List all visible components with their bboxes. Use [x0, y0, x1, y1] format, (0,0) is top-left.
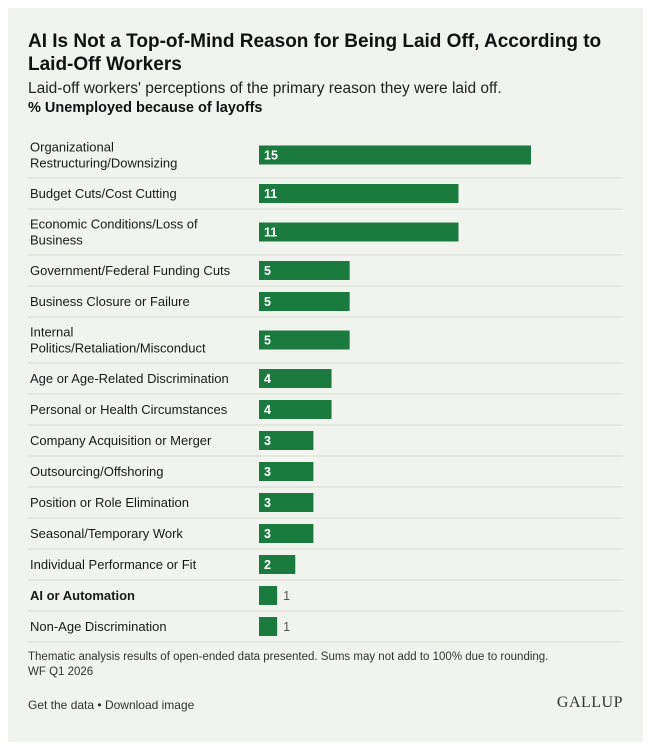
category-label: Budget Cuts/Cost Cutting — [30, 186, 177, 201]
bar-value-label: 15 — [264, 149, 278, 163]
bar-value-label: 5 — [264, 334, 271, 348]
bar — [259, 145, 531, 165]
bar-value-label: 1 — [283, 620, 290, 634]
category-label: AI or Automation — [30, 588, 135, 603]
bar-value-label: 5 — [264, 295, 271, 309]
bar-value-label: 4 — [264, 372, 271, 386]
bar — [259, 292, 350, 311]
bar-value-label: 4 — [264, 403, 271, 417]
bar — [259, 400, 332, 419]
category-label: Individual Performance or Fit — [30, 557, 197, 572]
chart-subtitle: Laid-off workers' perceptions of the pri… — [28, 80, 502, 97]
bar-value-label: 11 — [264, 187, 277, 201]
category-label: Company Acquisition or Merger — [30, 433, 212, 448]
category-label: Personal or Health Circumstances — [30, 402, 228, 417]
footnote-text: Thematic analysis results of open-ended … — [28, 651, 549, 663]
category-label: Non-Age Discrimination — [30, 619, 167, 634]
bar-value-label: 1 — [283, 589, 290, 603]
category-label: Outsourcing/Offshoring — [30, 464, 163, 479]
bar-value-label: 5 — [264, 264, 271, 278]
category-label: Government/Federal Funding Cuts — [30, 263, 231, 278]
bar — [259, 431, 314, 450]
bar-value-label: 3 — [264, 434, 271, 448]
bar — [259, 462, 314, 481]
category-label: Seasonal/Temporary Work — [30, 526, 183, 541]
category-label: Economic Conditions/Loss of Business — [30, 217, 198, 248]
bar — [259, 261, 350, 280]
bar-value-label: 2 — [264, 558, 271, 572]
category-label: Organizational Restructuring/Downsizing — [30, 140, 177, 171]
bar — [259, 222, 459, 242]
category-label: Position or Role Elimination — [30, 495, 189, 510]
footnote: Thematic analysis results of open-ended … — [28, 650, 628, 680]
footer-separator: • — [97, 698, 102, 712]
bar — [259, 555, 296, 574]
bar-value-label: 3 — [264, 527, 271, 541]
chart-metric-label: % Unemployed because of layoffs — [28, 100, 263, 116]
category-label: Age or Age-Related Discrimination — [30, 371, 229, 386]
bar — [259, 586, 278, 605]
chart-title: AI Is Not a Top-of-Mind Reason for Being… — [28, 31, 602, 75]
bar-chart: Organizational Restructuring/Downsizing 15… — [28, 140, 623, 643]
bar — [259, 493, 314, 512]
bar-value-label: 11 — [264, 226, 277, 240]
download-image-link[interactable]: Download image — [104, 698, 195, 712]
bar — [259, 184, 459, 203]
bar-value-label: 3 — [264, 496, 271, 510]
bar — [259, 524, 314, 543]
footer-links: Get the data • Download image — [28, 698, 194, 712]
gallup-logo[interactable]: GALLUP — [556, 694, 623, 711]
category-label: Business Closure or Failure — [30, 294, 190, 309]
bar — [259, 369, 332, 388]
bar — [259, 330, 350, 350]
bar-value-label: 3 — [264, 465, 271, 479]
get-data-link[interactable]: Get the data — [28, 698, 95, 712]
bar — [259, 617, 278, 636]
chart-card: AI Is Not a Top-of-Mind Reason for Being… — [8, 8, 643, 742]
category-label: Internal Politics/Retaliation/Misconduct — [30, 325, 206, 356]
source-label: WF Q1 2026 — [28, 666, 94, 678]
